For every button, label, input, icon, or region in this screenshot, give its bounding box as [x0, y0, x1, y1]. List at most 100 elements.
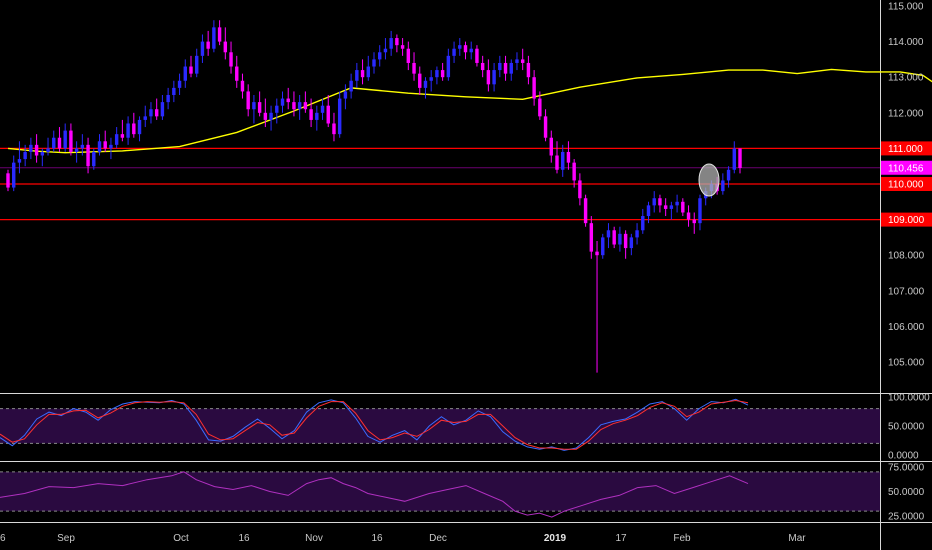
candle[interactable]: [429, 70, 433, 92]
candle[interactable]: [315, 105, 319, 131]
candle[interactable]: [652, 191, 656, 213]
candle[interactable]: [726, 166, 731, 188]
candle[interactable]: [212, 20, 216, 53]
candle[interactable]: [658, 194, 662, 213]
candle[interactable]: [406, 41, 411, 71]
candle[interactable]: [183, 59, 187, 88]
candle[interactable]: [641, 208, 645, 234]
candle[interactable]: [6, 169, 10, 192]
candle[interactable]: [160, 95, 165, 120]
candle[interactable]: [195, 48, 199, 78]
candle[interactable]: [297, 95, 302, 120]
candle[interactable]: [149, 102, 153, 124]
price-axis[interactable]: 115.000 114.000 113.000 112.000 111.000 110.0…: [881, 2, 932, 523]
candle[interactable]: [378, 45, 382, 67]
candle[interactable]: [452, 41, 456, 63]
candle[interactable]: [286, 87, 290, 110]
candle[interactable]: [355, 62, 359, 88]
candle[interactable]: [555, 141, 559, 174]
candle[interactable]: [469, 41, 473, 60]
candle[interactable]: [372, 52, 376, 74]
candle[interactable]: [337, 91, 342, 138]
candle[interactable]: [343, 84, 348, 110]
candle[interactable]: [206, 30, 210, 56]
candle[interactable]: [132, 112, 136, 138]
candle[interactable]: [566, 141, 571, 170]
candle[interactable]: [246, 84, 250, 117]
candle[interactable]: [92, 148, 96, 170]
candle[interactable]: [698, 194, 702, 231]
candle[interactable]: [177, 73, 182, 95]
candle[interactable]: [509, 59, 513, 81]
candle[interactable]: [583, 194, 588, 227]
candle[interactable]: [143, 105, 147, 128]
candle[interactable]: [503, 55, 508, 81]
candle[interactable]: [366, 55, 370, 81]
candle[interactable]: [240, 73, 245, 99]
candle[interactable]: [412, 52, 416, 81]
candle[interactable]: [440, 62, 445, 81]
highlight-ellipse-drawing[interactable]: [698, 163, 720, 197]
candle[interactable]: [166, 87, 170, 110]
candle[interactable]: [732, 141, 736, 174]
candle[interactable]: [475, 45, 479, 67]
candle[interactable]: [126, 116, 130, 145]
candle[interactable]: [235, 55, 239, 88]
candle[interactable]: [561, 144, 565, 177]
candle[interactable]: [309, 98, 313, 128]
candle[interactable]: [463, 41, 468, 60]
candle[interactable]: [435, 66, 439, 85]
candle[interactable]: [320, 98, 325, 120]
candle[interactable]: [29, 137, 33, 160]
candle[interactable]: [498, 55, 502, 78]
candle[interactable]: [646, 201, 651, 224]
time-axis[interactable]: 6 Sep Oct 16 Nov 16 Dec 2019 17 Feb Mar: [0, 533, 806, 544]
candle[interactable]: [606, 223, 611, 249]
candle[interactable]: [80, 134, 85, 156]
candle[interactable]: [86, 137, 90, 174]
candle[interactable]: [223, 27, 228, 60]
candle[interactable]: [332, 112, 336, 142]
candle[interactable]: [46, 137, 50, 156]
candle[interactable]: [515, 52, 519, 71]
candle[interactable]: [681, 198, 685, 217]
candle[interactable]: [114, 127, 119, 149]
candle[interactable]: [57, 127, 62, 152]
candle[interactable]: [52, 130, 56, 152]
candle[interactable]: [154, 98, 159, 120]
candle[interactable]: [74, 141, 79, 163]
candle[interactable]: [395, 34, 399, 53]
candle[interactable]: [543, 109, 548, 142]
candle[interactable]: [189, 55, 193, 78]
candle[interactable]: [383, 38, 388, 60]
candle[interactable]: [589, 216, 594, 259]
candle[interactable]: [109, 137, 113, 160]
candle[interactable]: [520, 48, 525, 71]
candle[interactable]: [721, 173, 725, 195]
candle[interactable]: [97, 134, 102, 156]
candle[interactable]: [418, 66, 422, 95]
candle[interactable]: [120, 119, 125, 142]
candle[interactable]: [349, 73, 353, 99]
candle[interactable]: [686, 205, 691, 227]
candle[interactable]: [172, 80, 176, 103]
candle[interactable]: [252, 95, 256, 124]
candle[interactable]: [526, 55, 531, 85]
candle[interactable]: [595, 240, 599, 373]
candle[interactable]: [423, 77, 428, 99]
candle[interactable]: [480, 55, 485, 78]
candle[interactable]: [34, 134, 39, 163]
candle[interactable]: [280, 91, 285, 113]
rsi-pane[interactable]: [0, 471, 880, 518]
candle[interactable]: [17, 141, 22, 174]
candle[interactable]: [69, 123, 73, 156]
candle[interactable]: [63, 123, 67, 152]
candle[interactable]: [389, 30, 393, 56]
candle[interactable]: [738, 148, 742, 174]
candle[interactable]: [635, 223, 639, 245]
candle[interactable]: [675, 194, 679, 213]
candle[interactable]: [400, 38, 405, 56]
candle[interactable]: [12, 155, 16, 192]
